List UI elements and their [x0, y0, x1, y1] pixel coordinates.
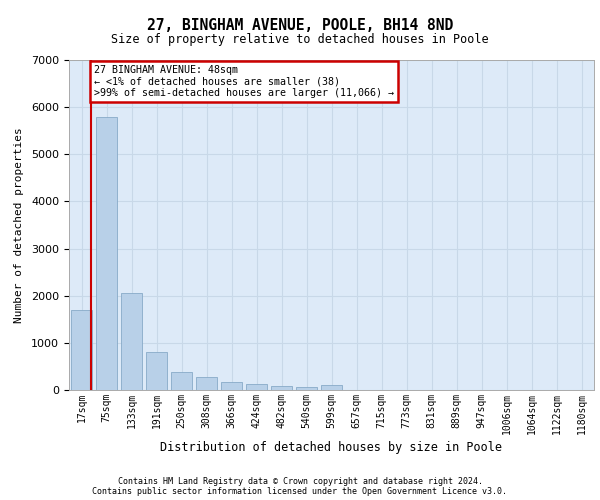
Text: 27 BINGHAM AVENUE: 48sqm
← <1% of detached houses are smaller (38)
>99% of semi-: 27 BINGHAM AVENUE: 48sqm ← <1% of detach… — [94, 64, 394, 98]
Bar — [146, 352, 167, 390]
Bar — [96, 116, 117, 390]
Y-axis label: Number of detached properties: Number of detached properties — [14, 127, 24, 323]
Bar — [121, 294, 142, 390]
Text: Size of property relative to detached houses in Poole: Size of property relative to detached ho… — [111, 32, 489, 46]
Bar — [196, 378, 217, 390]
Bar — [221, 382, 242, 390]
Text: Contains public sector information licensed under the Open Government Licence v3: Contains public sector information licen… — [92, 487, 508, 496]
X-axis label: Distribution of detached houses by size in Poole: Distribution of detached houses by size … — [161, 441, 503, 454]
Bar — [271, 386, 292, 390]
Text: Contains HM Land Registry data © Crown copyright and database right 2024.: Contains HM Land Registry data © Crown c… — [118, 477, 482, 486]
Bar — [321, 385, 342, 390]
Text: 27, BINGHAM AVENUE, POOLE, BH14 8ND: 27, BINGHAM AVENUE, POOLE, BH14 8ND — [147, 18, 453, 32]
Bar — [71, 310, 92, 390]
Bar — [246, 384, 267, 390]
Bar — [171, 372, 192, 390]
Bar — [296, 387, 317, 390]
